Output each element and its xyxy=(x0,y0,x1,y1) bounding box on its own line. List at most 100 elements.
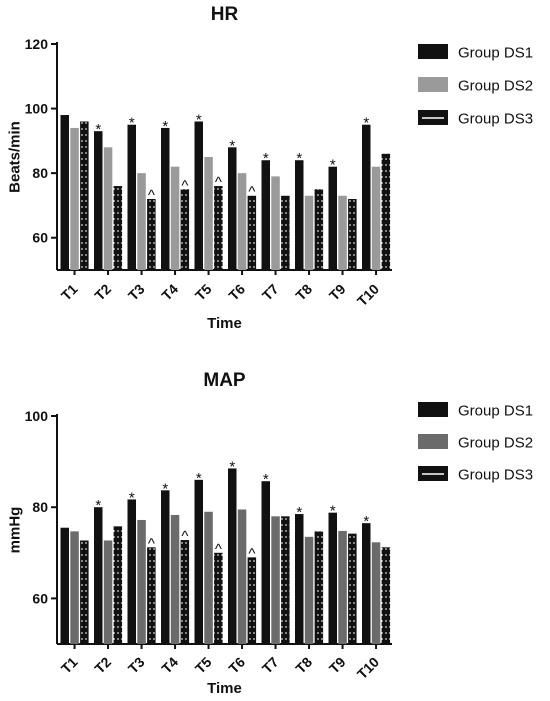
bar-t10-ds3 xyxy=(381,153,391,270)
x-tick-label: T4 xyxy=(158,281,181,304)
bar-t7-ds2 xyxy=(271,176,280,270)
bar-t7-ds3 xyxy=(281,516,290,644)
bar-t1-ds1 xyxy=(60,115,69,271)
x-tick-label: T10 xyxy=(354,281,383,310)
y-tick-label: 80 xyxy=(32,165,48,181)
significance-caret: ^ xyxy=(181,528,188,545)
bar-t9-ds2 xyxy=(338,195,347,270)
x-tick-label: T10 xyxy=(354,654,383,683)
x-tick-label: T9 xyxy=(326,654,349,677)
bar-t8-ds2 xyxy=(304,536,314,644)
significance-asterisk: * xyxy=(363,513,369,530)
x-tick-label: T3 xyxy=(125,281,148,304)
bar-t8-ds1 xyxy=(295,160,304,270)
bar-t4-ds1 xyxy=(161,490,170,644)
y-tick-label: 60 xyxy=(32,590,48,606)
bar-t6-ds1 xyxy=(228,468,237,644)
x-tick-label: T1 xyxy=(58,654,81,677)
legend-label-ds2: Group DS2 xyxy=(458,77,533,94)
bar-t3-ds1 xyxy=(127,124,136,270)
significance-asterisk: * xyxy=(196,111,202,128)
significance-asterisk: * xyxy=(95,121,101,138)
bar-t7-ds1 xyxy=(261,481,270,644)
significance-caret: ^ xyxy=(215,174,222,191)
bar-t2-ds1 xyxy=(94,507,103,644)
bar-t5-ds2 xyxy=(204,511,213,644)
y-tick-label: 60 xyxy=(32,230,48,246)
legend-swatch-ds1 xyxy=(418,44,448,59)
significance-asterisk: * xyxy=(196,470,202,487)
bar-t3-ds3 xyxy=(147,547,156,644)
bar-t8-ds3 xyxy=(314,531,324,644)
bar-t4-ds2 xyxy=(170,514,180,644)
y-tick-label: 120 xyxy=(25,36,49,52)
bar-t7-ds2 xyxy=(271,516,280,644)
legend-label-ds1: Group DS1 xyxy=(458,44,533,61)
x-tick-label: T3 xyxy=(125,654,148,677)
significance-asterisk: * xyxy=(162,118,168,135)
bar-t5-ds3 xyxy=(214,552,223,644)
x-tick-label: T7 xyxy=(259,281,282,304)
significance-caret: ^ xyxy=(248,184,255,201)
bar-t6-ds3 xyxy=(247,195,257,270)
x-tick-label: T7 xyxy=(259,654,282,677)
bar-t9-ds2 xyxy=(338,530,347,644)
bar-t5-ds2 xyxy=(204,157,213,270)
hr-chart: HR Beats/min Time 60 80 100 120 T1 T2 T3 T4 T5 T6 T7 T… xyxy=(6,4,533,332)
significance-caret: ^ xyxy=(248,545,255,562)
bar-t10-ds1 xyxy=(362,124,371,270)
bar-t6-ds1 xyxy=(228,147,237,270)
y-axis-label: Beats/min xyxy=(6,121,23,193)
significance-asterisk: * xyxy=(229,458,235,475)
x-axis-label: Time xyxy=(207,315,242,332)
legend-label-ds1: Group DS1 xyxy=(458,402,533,419)
significance-caret: ^ xyxy=(148,535,155,552)
bar-t1-ds1 xyxy=(60,527,69,644)
bar-t1-ds2 xyxy=(70,531,79,644)
x-axis-label: Time xyxy=(207,680,242,697)
bar-t10-ds1 xyxy=(362,523,371,644)
x-tick-label: T6 xyxy=(225,654,248,677)
significance-asterisk: * xyxy=(95,497,101,514)
bar-t9-ds1 xyxy=(328,512,337,644)
legend-label-ds2: Group DS2 xyxy=(458,434,533,451)
significance-asterisk: * xyxy=(330,503,336,520)
bar-t2-ds3 xyxy=(113,186,123,270)
significance-asterisk: * xyxy=(229,137,235,154)
significance-asterisk: * xyxy=(363,115,369,132)
bar-t2-ds1 xyxy=(94,131,103,270)
x-tick-label: T5 xyxy=(192,654,215,677)
significance-asterisk: * xyxy=(162,480,168,497)
significance-caret: ^ xyxy=(181,177,188,194)
significance-asterisk: * xyxy=(330,157,336,174)
x-tick-label: T2 xyxy=(91,281,114,304)
bar-t5-ds1 xyxy=(194,479,203,644)
significance-asterisk: * xyxy=(263,150,269,167)
x-tick-label: T4 xyxy=(158,654,181,677)
legend-swatch-ds1 xyxy=(418,402,448,417)
bar-t5-ds3 xyxy=(214,186,223,270)
significance-asterisk: * xyxy=(263,471,269,488)
x-tick-label: T9 xyxy=(326,281,349,304)
legend-label-ds3: Group DS3 xyxy=(458,110,533,127)
legend-label-ds3: Group DS3 xyxy=(458,466,533,483)
bar-t1-ds3 xyxy=(80,540,89,644)
bar-t3-ds2 xyxy=(137,173,146,270)
significance-asterisk: * xyxy=(296,504,302,521)
bar-t6-ds3 xyxy=(247,557,257,644)
significance-asterisk: * xyxy=(129,489,135,506)
bar-t7-ds3 xyxy=(281,195,290,270)
bar-t3-ds2 xyxy=(137,519,146,644)
x-tick-label: T8 xyxy=(292,654,315,677)
bar-t3-ds1 xyxy=(127,499,136,644)
significance-asterisk: * xyxy=(129,115,135,132)
bar-t2-ds3 xyxy=(113,526,123,644)
bar-t10-ds2 xyxy=(371,166,381,270)
x-tick-label: T5 xyxy=(192,281,215,304)
bar-t8-ds3 xyxy=(314,189,324,270)
bar-t9-ds3 xyxy=(348,198,357,270)
bar-t2-ds2 xyxy=(103,147,113,270)
x-tick-label: T1 xyxy=(58,281,81,304)
bar-t2-ds2 xyxy=(103,540,113,644)
